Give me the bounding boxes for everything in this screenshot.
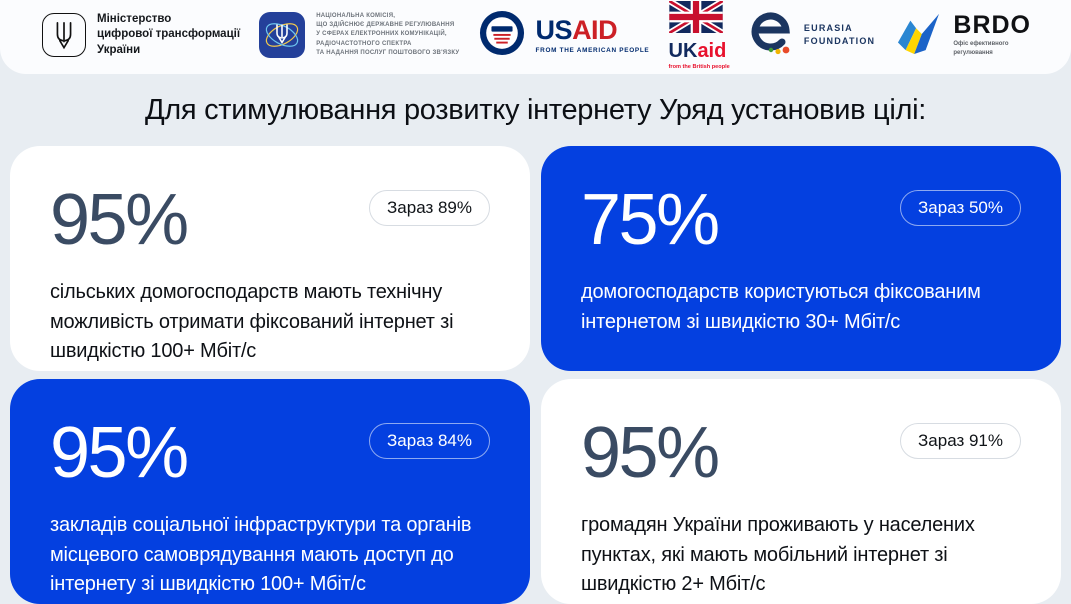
nkek-logo: НАЦІОНАЛЬНА КОМІСІЯ, ЩО ЗДІЙСНЮЄ ДЕРЖАВН… xyxy=(259,11,459,58)
brdo-tagline-line1: Офіс ефективного xyxy=(953,40,1009,47)
usaid-tagline: FROM THE AMERICAN PEOPLE xyxy=(535,46,650,54)
title-row: Для стимулювання розвитку інтернету Уряд… xyxy=(0,74,1071,146)
brdo-tagline-line2: регулювання xyxy=(953,49,993,56)
goal-description: громадян України проживають у населених … xyxy=(581,514,975,596)
eurasia-line2: Foundation xyxy=(803,36,876,46)
nkek-line4: РАДІОЧАСТОТНОГО СПЕКТРА xyxy=(316,40,412,47)
ukaid-tagline: from the British people xyxy=(668,63,730,70)
usaid-wordmark: USAID FROM THE AMERICAN PEOPLE xyxy=(535,14,650,54)
goal-card-social-infrastructure: 95% Зараз 84% закладів соціальної інфрас… xyxy=(10,379,530,604)
nkek-line2: ЩО ЗДІЙСНЮЄ ДЕРЖАВНЕ РЕГУЛЮВАННЯ xyxy=(316,22,455,29)
ministry-line3: України xyxy=(97,43,141,56)
eurasia-name: Eurasia Foundation xyxy=(804,22,875,49)
goal-description: домогосподарств користуються фіксованим … xyxy=(581,281,981,333)
nkek-line5: ТА НАДАННЯ ПОСЛУГ ПОШТОВОГО ЗВ'ЯЗКУ xyxy=(316,49,460,56)
goal-description: закладів соціальної інфраструктури та ор… xyxy=(50,514,472,596)
brdo-name: BRDO Офіс ефективного регулювання xyxy=(953,10,1031,58)
goal-card-households-fixed-internet: 75% Зараз 50% домогосподарств користують… xyxy=(541,146,1061,371)
nkek-line3: У СФЕРАХ ЕЛЕКТРОННИХ КОМУНІКАЦІЙ, xyxy=(316,31,447,38)
eurasia-e-icon xyxy=(749,11,793,60)
goal-card-rural-fixed-internet: 95% Зараз 89% сільських домогосподарств … xyxy=(10,146,530,371)
goals-grid: 95% Зараз 89% сільських домогосподарств … xyxy=(10,146,1061,604)
usaid-aid-text: AID xyxy=(572,14,618,45)
goal-value: 95% xyxy=(581,413,720,493)
brdo-logo: BRDO Офіс ефективного регулювання xyxy=(894,12,1031,59)
nkek-line1: НАЦІОНАЛЬНА КОМІСІЯ, xyxy=(316,12,396,19)
goal-value: 75% xyxy=(581,180,720,260)
ministry-line1: Міністерство xyxy=(97,13,172,26)
usaid-seal-icon xyxy=(479,10,525,61)
nkek-emblem-icon xyxy=(259,11,306,58)
current-status-badge: Зараз 91% xyxy=(900,423,1021,459)
usaid-logo: USAID FROM THE AMERICAN PEOPLE xyxy=(479,10,650,61)
tryzub-icon xyxy=(42,12,86,57)
ukaid-uk-text: UK xyxy=(668,39,698,62)
ministry-line2: цифрової трансформації xyxy=(97,28,241,41)
ministry-logo: Міністерство цифрової трансформації Укра… xyxy=(42,12,240,58)
current-status-badge: Зараз 50% xyxy=(900,190,1021,226)
ukaid-logo: UKaid from the British people xyxy=(667,0,730,70)
current-status-badge: Зараз 84% xyxy=(369,423,490,459)
eurasia-logo: Eurasia Foundation xyxy=(749,11,875,60)
goal-value: 95% xyxy=(50,180,189,260)
nkek-name: НАЦІОНАЛЬНА КОМІСІЯ, ЩО ЗДІЙСНЮЄ ДЕРЖАВН… xyxy=(316,12,459,58)
page-title: Для стимулювання розвитку інтернету Уряд… xyxy=(144,93,927,126)
brdo-wordmark: BRDO xyxy=(953,10,1031,39)
goal-card-mobile-internet: 95% Зараз 91% громадян України проживают… xyxy=(541,379,1061,604)
partner-logos-header: Міністерство цифрової трансформації Укра… xyxy=(0,0,1071,74)
current-status-badge: Зараз 89% xyxy=(369,190,490,226)
ukaid-aid-text: aid xyxy=(697,39,727,62)
goal-value: 95% xyxy=(50,413,189,493)
usaid-us-text: US xyxy=(535,14,573,45)
goal-description: сільських домогосподарств мають технічну… xyxy=(50,281,454,363)
union-jack-icon xyxy=(667,0,724,38)
brdo-tagline: Офіс ефективного регулювання xyxy=(953,40,1031,58)
eurasia-line1: Eurasia xyxy=(803,22,853,33)
ministry-name: Міністерство цифрової трансформації Укра… xyxy=(97,12,240,58)
brdo-bolt-icon xyxy=(894,12,942,59)
